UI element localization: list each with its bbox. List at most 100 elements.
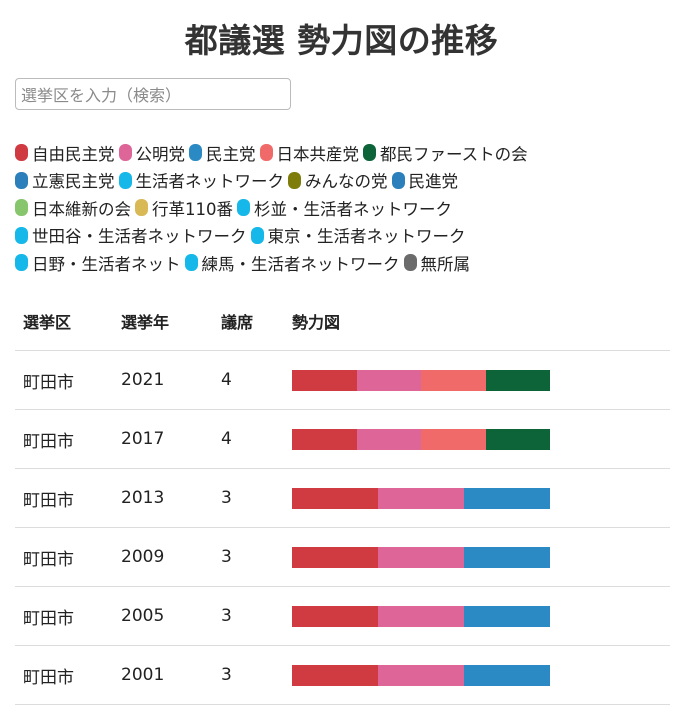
cell-district: 町田市 [23,431,74,452]
cell-power-chart [285,605,670,627]
seat-segment [464,664,550,686]
legend-label: 日野・生活者ネット [32,254,181,274]
seat-bar [292,546,550,568]
legend-item: 日本維新の会 [15,196,131,220]
seat-segment [464,546,550,568]
legend-row: 自由民主党 公明党 民主党 日本共産党 都民ファーストの会 [15,139,675,167]
legend-swatch [118,171,132,189]
page-title: 都議選 勢力図の推移 [184,21,499,60]
seat-segment [421,428,486,450]
legend-swatch [118,144,132,162]
legend-row: 日本維新の会 行革110番 杉並・生活者ネットワーク [15,194,675,222]
legend-label: 日本維新の会 [32,199,131,219]
legend-item: 民主党 [189,141,256,165]
legend-item: 都民ファーストの会 [363,141,528,165]
legend-item: 日本共産党 [259,141,360,165]
legend-swatch [15,226,28,244]
cell-year: 2017 [121,429,165,449]
legend-item: 世田谷・生活者ネットワーク [15,223,247,247]
legend-label: 練馬・生活者ネットワーク [201,254,400,274]
seat-segment [356,369,421,391]
cell-year: 2009 [121,547,165,567]
legend-label: 都民ファーストの会 [380,144,528,164]
legend-item: 行革110番 [135,196,233,220]
legend-swatch [403,254,417,272]
legend-item: 自由民主党 [15,141,115,165]
cell-district: 町田市 [23,608,74,629]
legend-item: 練馬・生活者ネットワーク [184,251,400,275]
seat-segment [464,487,550,509]
legend-swatch [250,226,264,244]
legend-swatch [391,171,405,189]
district-search-input[interactable] [15,78,291,110]
seat-segment [378,664,464,686]
legend-swatch [135,199,148,217]
cell-district: 町田市 [23,549,74,570]
seat-segment [292,487,378,509]
legend-swatch [15,144,28,162]
legend-swatch [15,254,28,272]
legend-label: みんなの党 [305,172,388,192]
table-header-row: 選挙区 選挙年 議席 勢力図 [15,292,670,351]
cell-district: 町田市 [23,372,74,393]
legend-label: 民主党 [206,144,256,164]
legend-row: 日野・生活者ネット 練馬・生活者ネットワーク 無所属 [15,249,675,277]
legend-label: 立憲民主党 [32,172,115,192]
cell-power-chart [285,369,670,391]
legend-item: 無所属 [403,251,471,275]
cell-power-chart [285,487,670,509]
legend-row: 世田谷・生活者ネットワーク 東京・生活者ネットワーク [15,222,675,250]
legend-item: みんなの党 [288,168,388,192]
seat-segment [378,605,464,627]
legend-swatch [184,254,198,272]
table-row: 町田市 2005 3 [15,587,670,646]
legend-label: 生活者ネットワーク [135,172,285,192]
cell-seats: 3 [221,547,232,567]
seat-segment [356,428,421,450]
cell-seats: 3 [221,665,232,685]
legend-item: 日野・生活者ネット [15,251,181,275]
cell-power-chart [285,664,670,686]
legend-row: 立憲民主党 生活者ネットワーク みんなの党 民進党 [15,167,675,195]
legend-item: 公明党 [118,141,186,165]
legend-swatch [259,144,273,162]
legend-label: 自由民主党 [32,144,115,164]
legend-label: 日本共産党 [276,144,360,164]
seat-segment [378,546,464,568]
cell-district: 町田市 [23,667,74,688]
legend-label: 無所属 [420,254,471,274]
seat-segment [292,369,357,391]
seat-segment [292,546,378,568]
seat-segment [485,428,550,450]
header-seats: 議席 [221,313,254,332]
cell-district: 町田市 [23,490,74,511]
seat-bar [292,664,550,686]
header-year: 選挙年 [121,313,170,332]
cell-year: 2013 [121,488,165,508]
seat-bar [292,605,550,627]
cell-power-chart [285,428,670,450]
cell-seats: 4 [221,370,232,390]
legend-label: 世田谷・生活者ネットワーク [32,227,247,247]
table-body: 町田市 2021 4 町田市 2017 4 町田市 2013 3 町田市 2009 3 町田市 2005 3… [15,351,670,705]
seat-segment [292,428,357,450]
seat-segment [421,369,486,391]
legend-label: 公明党 [135,144,186,164]
seat-segment [292,605,378,627]
table-row: 町田市 2017 4 [15,410,670,469]
table-row: 町田市 2021 4 [15,351,670,410]
legend-swatch [189,144,202,162]
cell-seats: 3 [221,488,232,508]
seat-segment [292,664,378,686]
header-power-chart: 勢力図 [292,313,341,332]
seat-segment [378,487,464,509]
seat-bar [292,428,550,450]
legend-label: 杉並・生活者ネットワーク [254,199,452,219]
legend-swatch [15,171,28,189]
legend-label: 行革110番 [152,199,233,219]
cell-power-chart [285,546,670,568]
results-table: 選挙区 選挙年 議席 勢力図 町田市 2021 4 町田市 2017 4 町田市 2013 3 町… [15,292,670,705]
legend-label: 東京・生活者ネットワーク [267,227,466,247]
table-row: 町田市 2009 3 [15,528,670,587]
